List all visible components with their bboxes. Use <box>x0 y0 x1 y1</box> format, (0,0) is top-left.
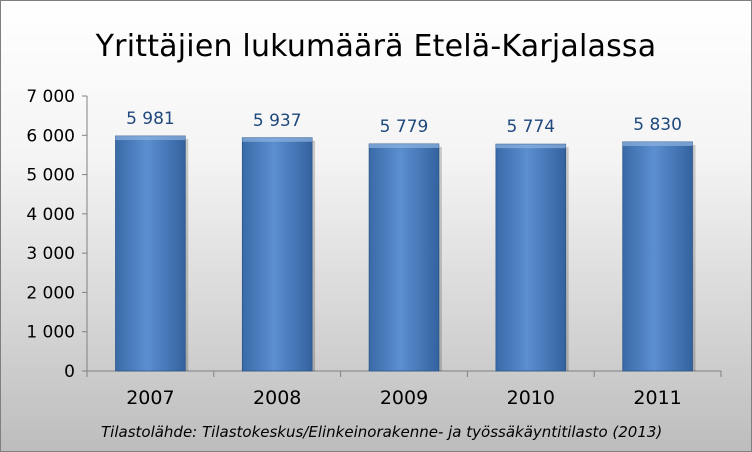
data-label: 5 779 <box>380 117 429 137</box>
y-tick-label: 4 000 <box>26 205 75 225</box>
labels: 0 1 000 2 000 3 000 4 000 5 000 6 000 7 000 5 98… <box>26 87 682 409</box>
data-label: 5 937 <box>253 111 302 131</box>
x-tick-label: 2008 <box>253 387 301 409</box>
bar <box>368 143 440 372</box>
y-tick-label: 0 <box>64 362 75 382</box>
x-tick-label: 2009 <box>380 387 428 409</box>
x-tick-label: 2011 <box>633 387 681 409</box>
bar-top-highlight <box>242 137 313 142</box>
y-tick-label: 5 000 <box>26 166 75 186</box>
x-tick-label: 2007 <box>126 387 174 409</box>
data-label: 5 774 <box>506 117 555 137</box>
bar-top-highlight <box>115 136 186 141</box>
bar <box>241 137 313 372</box>
source-note: Tilastolähde: Tilastokeskus/Elinkeinorak… <box>101 423 663 441</box>
bar-top-highlight <box>622 141 693 146</box>
y-tick-label: 3 000 <box>26 244 75 264</box>
bar-top-highlight <box>495 144 566 149</box>
y-tick-label: 1 000 <box>26 323 75 343</box>
bar <box>622 141 693 372</box>
bar-top-highlight <box>369 143 439 148</box>
chart-title: Yrittäjien lukumäärä Etelä-Karjalassa <box>95 29 657 64</box>
y-tick-label: 6 000 <box>26 126 75 146</box>
x-tick-label: 2010 <box>507 387 555 409</box>
bars <box>115 135 696 372</box>
bar <box>115 135 186 372</box>
bar <box>495 143 567 372</box>
y-tick-label: 2 000 <box>26 283 75 303</box>
data-label: 5 830 <box>633 115 682 135</box>
data-label: 5 981 <box>126 109 175 129</box>
y-tick-label: 7 000 <box>26 87 75 107</box>
